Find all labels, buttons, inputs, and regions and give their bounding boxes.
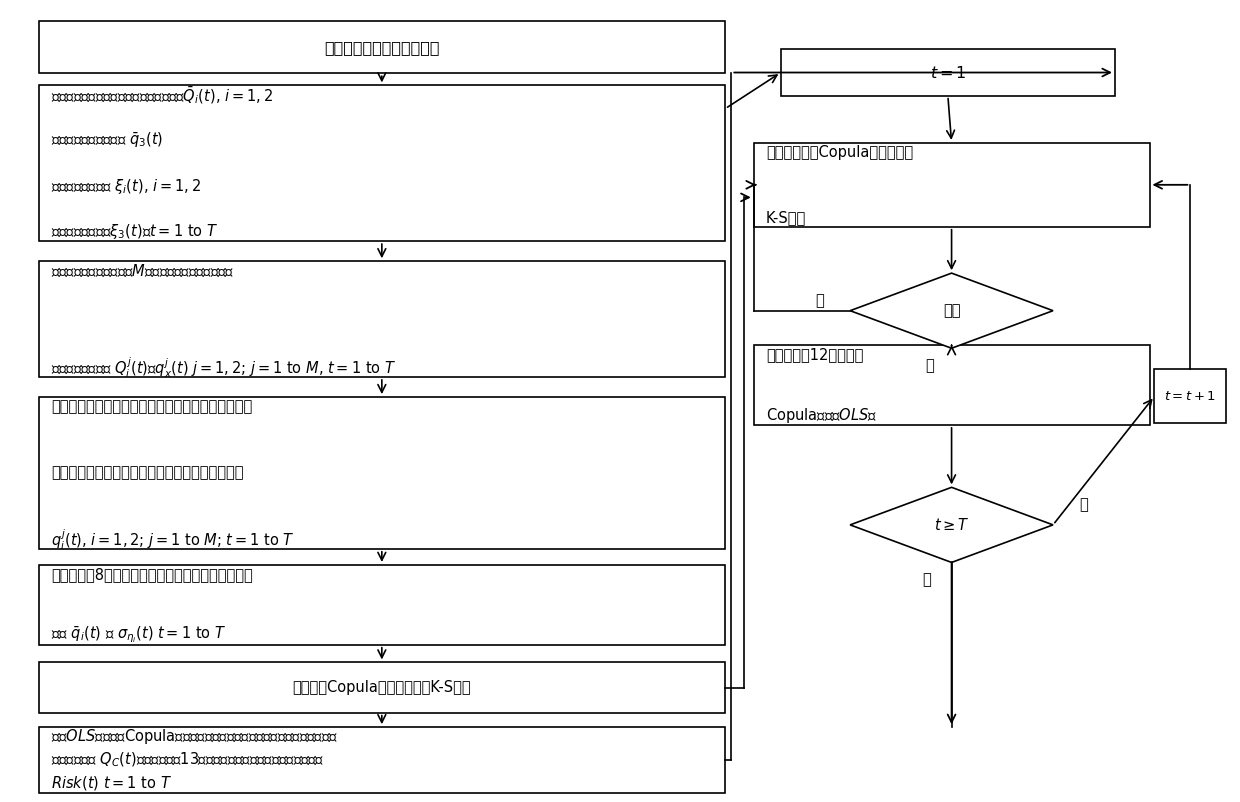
Text: 参数 $\bar{q}_i(t)$ 和 $\sigma_{\eta_i}(t)$ $t=1$ to $T$: 参数 $\bar{q}_i(t)$ 和 $\sigma_{\eta_i}(t)$…: [51, 625, 226, 646]
Text: 获取水库群的实时预报入库流量均值过程$\bar{Q}_i(t)$, $i=1,2$: 获取水库群的实时预报入库流量均值过程$\bar{Q}_i(t)$, $i=1,2…: [51, 84, 273, 106]
Polygon shape: [851, 488, 1053, 562]
Text: 根据公式（8），计算水库出库流量随机过程的分布: 根据公式（8），计算水库出库流量随机过程的分布: [51, 567, 253, 582]
Text: 库调洪演算，计算得到水库的出库流量过程样本：: 库调洪演算，计算得到水库的出库流量过程样本：: [51, 465, 243, 480]
Text: $Risk(t)$ $t=1$ to $T$: $Risk(t)$ $t=1$ to $T$: [51, 774, 172, 792]
Text: 否: 否: [815, 294, 823, 309]
FancyBboxPatch shape: [781, 50, 1115, 95]
Text: 区间洪水预报误差$\xi_3(t)$，$t=1$ to $T$: 区间洪水预报误差$\xi_3(t)$，$t=1$ to $T$: [51, 222, 218, 241]
Polygon shape: [851, 273, 1053, 348]
Text: 否: 否: [1080, 497, 1089, 512]
FancyBboxPatch shape: [38, 727, 725, 792]
Text: 采用拉丁超立方抽样生成$M$组入库流量过程的样本和区: 采用拉丁超立方抽样生成$M$组入库流量过程的样本和区: [51, 262, 234, 279]
Text: 是: 是: [923, 573, 931, 588]
Text: K-S检验: K-S检验: [766, 209, 806, 225]
FancyBboxPatch shape: [38, 85, 725, 241]
FancyBboxPatch shape: [38, 261, 725, 377]
Text: 根据公式（12）计算此: 根据公式（12）计算此: [766, 347, 863, 363]
Text: Copula函数的$OLS$值: Copula函数的$OLS$值: [766, 406, 877, 425]
FancyBboxPatch shape: [754, 143, 1149, 227]
Text: 通过: 通过: [942, 303, 960, 318]
FancyBboxPatch shape: [754, 345, 1149, 425]
Text: 选择备用Copula函数，并进行K-S检验: 选择备用Copula函数，并进行K-S检验: [293, 680, 471, 695]
FancyBboxPatch shape: [38, 397, 725, 549]
Text: 是: 是: [925, 358, 934, 374]
FancyBboxPatch shape: [1154, 369, 1226, 423]
Text: 获取水库群的实时运行数据: 获取水库群的实时运行数据: [324, 40, 440, 55]
Text: $q_i^j(t)$, $i=1,2$; $j=1$ to $M$; $t=1$ to $T$: $q_i^j(t)$, $i=1,2$; $j=1$ to $M$; $t=1$…: [51, 527, 295, 552]
Text: 根据水库的防洪调度规则，通过水量平衡原理进行水: 根据水库的防洪调度规则，通过水量平衡原理进行水: [51, 399, 252, 414]
Text: $t=1$: $t=1$: [930, 64, 966, 80]
Text: 选择$OLS$值最小的Copula函数作为不确定性因素的联合概率分布函数，设置: 选择$OLS$值最小的Copula函数作为不确定性因素的联合概率分布函数，设置: [51, 727, 339, 746]
Text: 选择一种备用Copula函数，进行: 选择一种备用Copula函数，进行: [766, 145, 913, 160]
FancyBboxPatch shape: [38, 662, 725, 713]
Text: $t \geq T$: $t \geq T$: [934, 516, 970, 533]
Text: 安全流量阈值 $Q_C(t)$，根据公式（13）计算各时刻水库群实时防洪调度风险: 安全流量阈值 $Q_C(t)$，根据公式（13）计算各时刻水库群实时防洪调度风险: [51, 751, 325, 769]
FancyBboxPatch shape: [38, 22, 725, 73]
Text: 入库流量预报误差 $\xi_i(t)$, $i=1,2$: 入库流量预报误差 $\xi_i(t)$, $i=1,2$: [51, 176, 201, 196]
Text: 区间洪水预报均值过程 $\bar{q}_3(t)$: 区间洪水预报均值过程 $\bar{q}_3(t)$: [51, 131, 164, 150]
FancyBboxPatch shape: [38, 565, 725, 645]
Text: $t=t+1$: $t=t+1$: [1164, 390, 1216, 403]
Text: 间洪水过程的样本 $Q_i^j(t)$，$q_x^j(t)$ $j=1,2$; $j=1$ to $M$, $t=1$ to $T$: 间洪水过程的样本 $Q_i^j(t)$，$q_x^j(t)$ $j=1,2$; …: [51, 355, 396, 380]
